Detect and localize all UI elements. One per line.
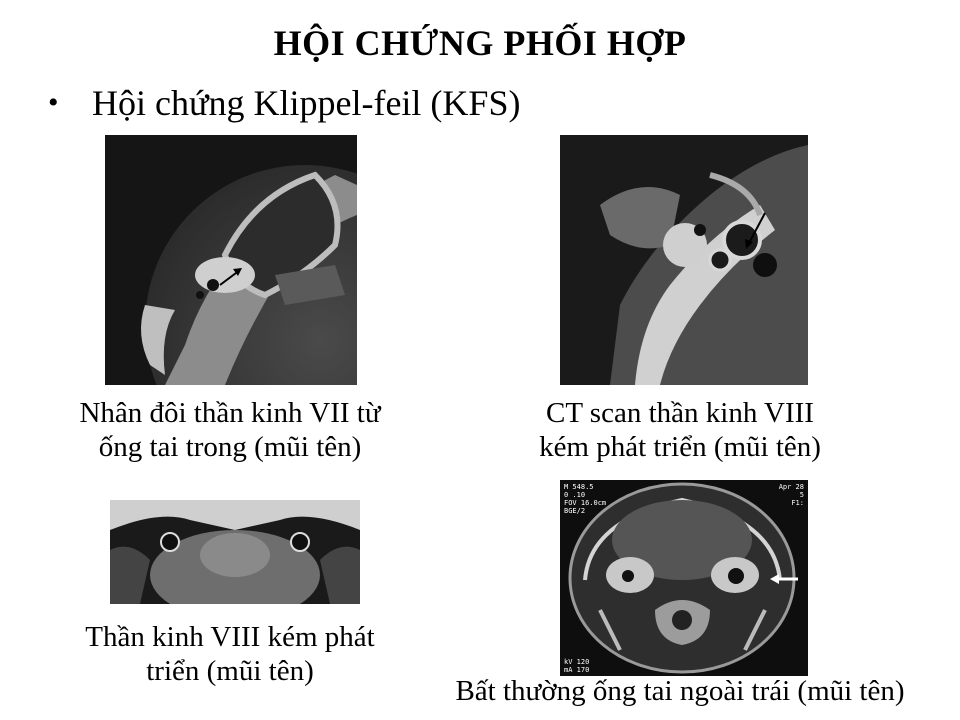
bullet-text: Hội chứng Klippel-feil (KFS) — [92, 83, 521, 123]
overlay-line: mA 170 — [564, 666, 589, 674]
bullet-dot-icon: • — [48, 86, 59, 119]
overlay-line: Apr 28 — [779, 483, 804, 491]
ct-image-external-auditory-canal: M 548.5 0 .10 FOV 16.0cm BGE/2 Apr 28 5 … — [560, 480, 808, 676]
bullet-item: • Hội chứng Klippel-feil (KFS) — [48, 82, 520, 124]
caption-top-left: Nhân đôi thần kinh VII từ ống tai trong … — [30, 396, 430, 464]
caption-line: CT scan thần kinh VIII — [546, 397, 814, 429]
overlay-line: M 548.5 — [564, 483, 594, 491]
caption-line: ống tai trong (mũi tên) — [98, 431, 362, 463]
overlay-line: BGE/2 — [564, 507, 585, 515]
caption-bottom-left: Thần kinh VIII kém phát triển (mũi tên) — [30, 620, 430, 688]
caption-line: Bất thường ống tai ngoài trái (mũi tên) — [455, 675, 905, 707]
slide-title: HỘI CHỨNG PHỐI HỢP — [273, 23, 687, 63]
caption-line: triển (mũi tên) — [146, 655, 314, 687]
overlay-line: kV 120 — [564, 658, 589, 666]
caption-line: Thần kinh VIII kém phát — [85, 621, 375, 653]
overlay-line: 0 .10 — [564, 491, 585, 499]
mri-image-vestibulocochlear-nerve — [110, 500, 360, 604]
overlay-line: FOV 16.0cm — [564, 499, 606, 507]
ct-image-vestibulocochlear-nerve — [560, 135, 808, 385]
overlay-line: F1: — [791, 499, 804, 507]
ct-image-facial-nerve — [105, 135, 357, 385]
caption-line: kém phát triển (mũi tên) — [539, 431, 821, 463]
caption-bottom-right: Bất thường ống tai ngoài trái (mũi tên) — [420, 674, 940, 708]
caption-line: Nhân đôi thần kinh VII từ — [79, 397, 381, 429]
caption-top-right: CT scan thần kinh VIII kém phát triển (m… — [490, 396, 870, 464]
overlay-line: 5 — [800, 491, 804, 499]
